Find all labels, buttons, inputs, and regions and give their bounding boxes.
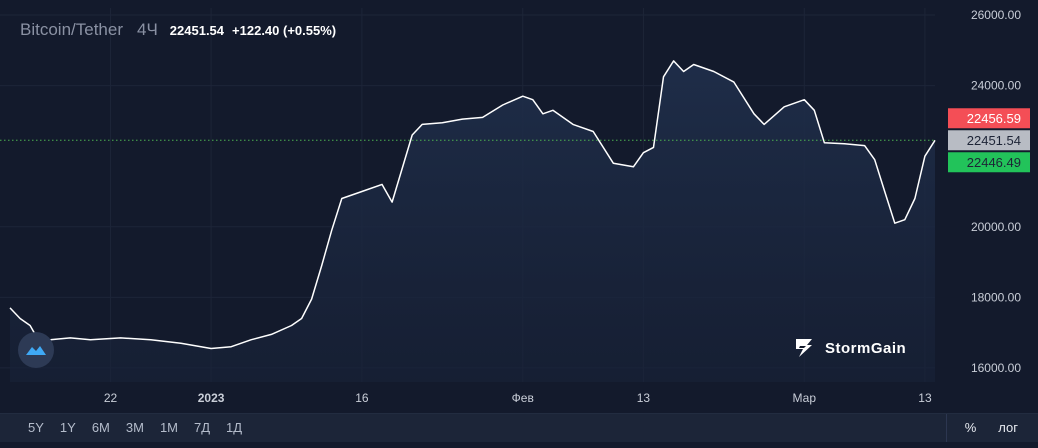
chart-grid: [0, 8, 935, 382]
x-tick-label: 22: [104, 391, 118, 405]
y-tick-label: 20000.00: [971, 220, 1021, 234]
cloud-badge[interactable]: [18, 332, 54, 368]
scale-options: % лог: [965, 414, 1018, 442]
price-tag-last: 22451.54: [967, 133, 1021, 148]
y-tick-label: 16000.00: [971, 361, 1021, 375]
lightning-logo-icon: [796, 339, 812, 357]
pair-name: Bitcoin/Tether: [20, 20, 123, 39]
price-area-fill: [10, 60, 935, 383]
toolbar-divider: [946, 414, 947, 442]
brand-watermark: StormGain: [793, 336, 906, 360]
price-tags: 22456.59 22451.54 22446.49: [948, 108, 1030, 173]
range-button-3m[interactable]: 3M: [125, 420, 144, 435]
price-tag-last-bg: [948, 130, 1030, 151]
x-tick-label: 13: [918, 391, 932, 405]
range-button-1m[interactable]: 1M: [159, 420, 178, 435]
chart-header: Bitcoin/Tether 4Ч 22451.54 +122.40 (+0.5…: [20, 20, 336, 42]
price-tag-ask: 22456.59: [967, 111, 1021, 126]
y-tick-label: 24000.00: [971, 79, 1021, 93]
x-tick-label: Мар: [793, 391, 817, 405]
range-button-1y[interactable]: 1Y: [59, 420, 76, 435]
cloud-icon: [26, 346, 46, 355]
range-button-5y[interactable]: 5Y: [28, 420, 44, 435]
price-tag-ask-bg: [948, 108, 1030, 129]
price-tag-bid-bg: [948, 152, 1030, 173]
log-scale-toggle[interactable]: лог: [998, 420, 1018, 435]
x-tick-label: 16: [355, 391, 369, 405]
y-axis: 16000.00 18000.00 20000.00 24000.00 26000.00: [971, 8, 1021, 375]
range-selector: 5Y 1Y 6M 3M 1M 7Д 1Д: [20, 414, 250, 442]
range-button-6m[interactable]: 6M: [91, 420, 110, 435]
price-change: +122.40 (+0.55%): [232, 23, 337, 38]
brand-name: StormGain: [825, 339, 907, 357]
bottom-toolbar: 5Y 1Y 6M 3M 1M 7Д 1Д % лог: [0, 413, 1038, 442]
x-tick-label: 13: [637, 391, 651, 405]
range-button-1д[interactable]: 1Д: [226, 420, 243, 435]
timeframe-label[interactable]: 4Ч: [137, 20, 158, 39]
range-button-7д[interactable]: 7Д: [194, 420, 211, 435]
x-tick-label: Фев: [512, 391, 534, 405]
price-line: [9, 60, 936, 350]
x-tick-label: 2023: [198, 391, 225, 405]
x-axis: 22 2023 16 Фев 13 Мар 13: [104, 391, 932, 405]
price-tag-bid: 22446.49: [967, 155, 1021, 170]
percent-scale-toggle[interactable]: %: [964, 420, 977, 435]
y-tick-label: 18000.00: [971, 290, 1021, 304]
y-tick-label: 26000.00: [971, 8, 1021, 22]
last-price: 22451.54: [169, 23, 225, 38]
